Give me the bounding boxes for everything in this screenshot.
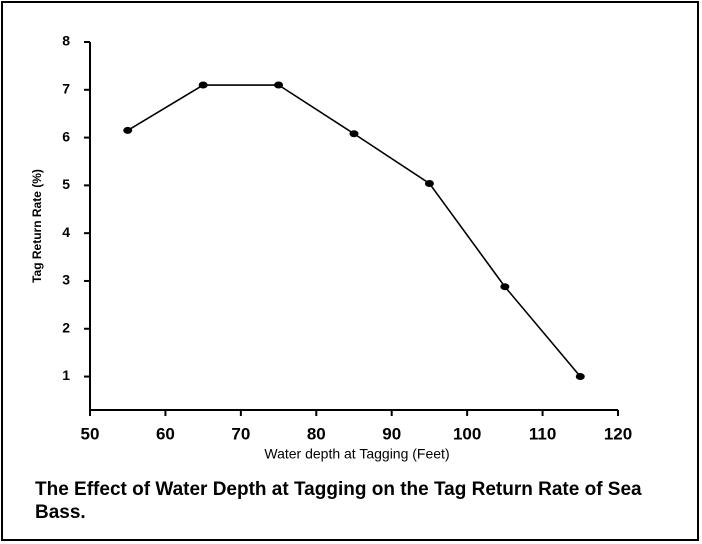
y-tick-label: 8 xyxy=(62,33,70,49)
x-tick-label: 60 xyxy=(156,424,175,443)
x-tick-label: 120 xyxy=(604,424,632,443)
data-point xyxy=(198,81,208,89)
y-tick-label: 6 xyxy=(62,128,70,144)
x-axis-label: Water depth at Tagging (Feet) xyxy=(264,446,449,462)
x-tick-label: 90 xyxy=(382,424,401,443)
x-tick-label: 70 xyxy=(231,424,250,443)
x-tick-label: 100 xyxy=(453,424,481,443)
x-tick-label: 110 xyxy=(529,424,556,443)
y-axis-label: Tag Return Rate (%) xyxy=(30,169,44,283)
chart-title: The Effect of Water Depth at Tagging on … xyxy=(35,479,642,523)
y-tick-label: 4 xyxy=(62,224,70,240)
data-point xyxy=(500,283,510,291)
y-tick-label: 2 xyxy=(62,319,70,335)
data-point xyxy=(123,126,133,134)
y-tick-label: 7 xyxy=(62,80,70,96)
x-tick-label: 80 xyxy=(307,424,326,443)
data-point xyxy=(349,130,359,138)
data-point xyxy=(274,81,284,89)
series-line xyxy=(127,84,581,378)
x-tick-label: 50 xyxy=(81,424,100,443)
y-tick-label: 5 xyxy=(62,176,70,192)
data-point xyxy=(424,179,434,187)
data-point xyxy=(575,373,585,381)
y-tick-label: 3 xyxy=(62,272,70,288)
y-tick-label: 1 xyxy=(62,367,70,383)
